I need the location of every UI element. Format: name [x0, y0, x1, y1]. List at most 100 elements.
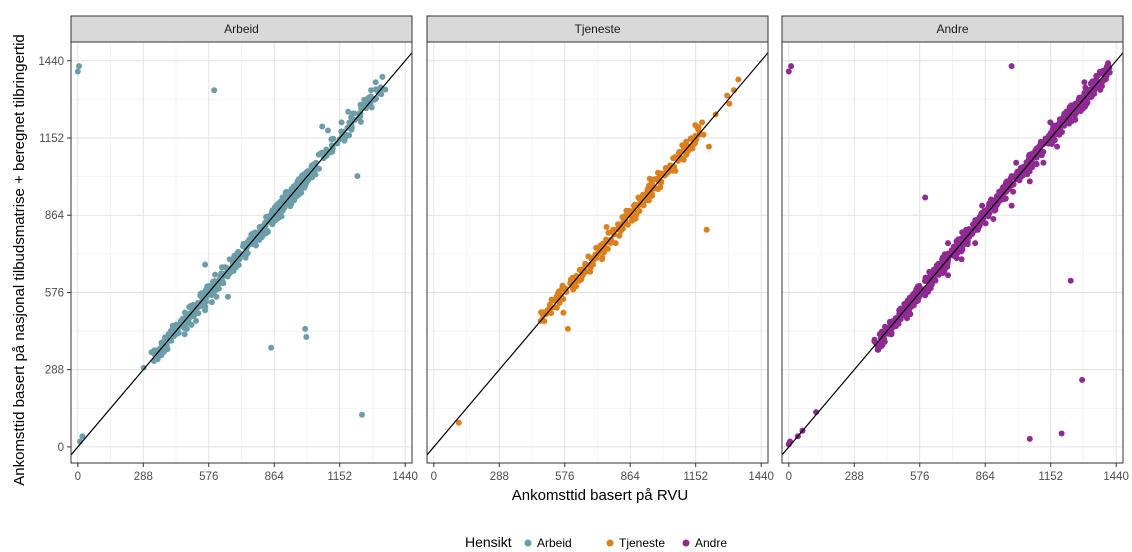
data-point [1028, 159, 1035, 165]
data-point [1008, 202, 1015, 209]
data-point [202, 307, 209, 314]
panel-andre: Andre [781, 15, 1124, 464]
data-point [972, 225, 979, 232]
legend-entries: Arbeid Tjeneste Andre [524, 536, 727, 550]
data-point [640, 202, 647, 209]
data-point [1081, 89, 1088, 96]
data-point [724, 92, 731, 99]
data-point [1051, 132, 1058, 139]
data-point [972, 240, 979, 247]
data-point [908, 302, 915, 309]
y-tick-label: 0 [58, 442, 64, 454]
data-point [1029, 164, 1036, 171]
data-point [585, 253, 592, 260]
data-point [224, 293, 231, 300]
data-point [621, 213, 628, 220]
data-point [346, 132, 353, 139]
strip-background [426, 15, 769, 43]
y-tick-label: 576 [45, 287, 64, 299]
x-tick-label: 1152 [1038, 471, 1063, 483]
data-point [1040, 148, 1047, 155]
data-point [680, 156, 687, 163]
x-tick-label: 1152 [683, 471, 708, 483]
data-point [234, 261, 240, 268]
legend-title: Hensikt [465, 534, 512, 550]
panel-arbeid: Arbeid [70, 15, 413, 464]
data-point [1079, 376, 1086, 383]
strip-label: Andre [936, 22, 968, 36]
data-point [195, 310, 202, 317]
data-point [617, 228, 624, 234]
data-point [630, 202, 637, 209]
data-point [213, 293, 220, 300]
legend-key [524, 539, 532, 547]
data-point [963, 226, 970, 233]
legend-label: Andre [695, 536, 727, 550]
data-point [175, 329, 182, 336]
data-point [322, 153, 329, 160]
data-point [1099, 68, 1106, 75]
data-point [74, 68, 81, 75]
data-point [279, 194, 286, 201]
data-point [345, 108, 352, 115]
data-point [999, 186, 1006, 193]
data-point [208, 299, 215, 306]
data-point [981, 207, 988, 214]
data-point [361, 96, 368, 103]
panel-grid [71, 42, 412, 463]
data-point [1104, 63, 1111, 70]
data-point [1047, 119, 1054, 126]
data-point [549, 297, 555, 304]
panel-grid [427, 42, 768, 463]
data-point [220, 280, 227, 287]
data-point [683, 138, 690, 145]
data-point [662, 165, 669, 171]
data-point [649, 181, 656, 188]
data-point [330, 135, 337, 142]
data-point [382, 86, 389, 93]
x-tick-label: 576 [910, 471, 929, 483]
data-point [644, 186, 651, 193]
data-point [635, 194, 642, 201]
data-point [309, 162, 315, 169]
legend-entry-tjeneste: Tjeneste [606, 536, 665, 550]
data-point [553, 293, 560, 300]
data-point [785, 68, 792, 75]
data-point [735, 76, 742, 83]
data-point [788, 63, 795, 70]
x-tick-label: 864 [621, 471, 641, 483]
data-point [140, 364, 147, 371]
strip-label: Arbeid [224, 22, 259, 36]
data-point [324, 127, 331, 134]
x-tick-label: 1440 [1103, 471, 1129, 483]
data-point [990, 197, 997, 204]
data-point [351, 110, 357, 117]
data-point [261, 225, 268, 232]
data-point [576, 277, 583, 284]
data-point [1026, 151, 1033, 158]
data-point [646, 175, 653, 182]
data-point [944, 263, 951, 270]
data-point [1054, 122, 1061, 129]
x-tick-label: 288 [490, 471, 509, 483]
data-point [992, 202, 999, 209]
y-axis-layer: 0 288 576 864 1152 1440 [38, 56, 71, 454]
data-point [274, 202, 281, 209]
data-point [1033, 160, 1040, 167]
y-axis-title: Ankomsttid basert på nasjonal tilbudsmat… [11, 34, 28, 486]
x-tick-label: 1440 [748, 471, 774, 483]
x-tick-label: 864 [265, 471, 285, 483]
data-point [256, 224, 263, 230]
data-point [368, 104, 375, 111]
data-point [626, 207, 633, 214]
data-point [372, 79, 379, 86]
data-point [616, 232, 623, 239]
data-point [564, 325, 571, 332]
legend-label: Arbeid [537, 536, 572, 550]
data-point [932, 276, 938, 283]
data-point [671, 154, 678, 161]
data-point [348, 124, 355, 131]
reference-line [782, 52, 1123, 456]
panels-layer: Arbeid Tjeneste Andre [70, 15, 1124, 464]
data-point [945, 250, 951, 257]
